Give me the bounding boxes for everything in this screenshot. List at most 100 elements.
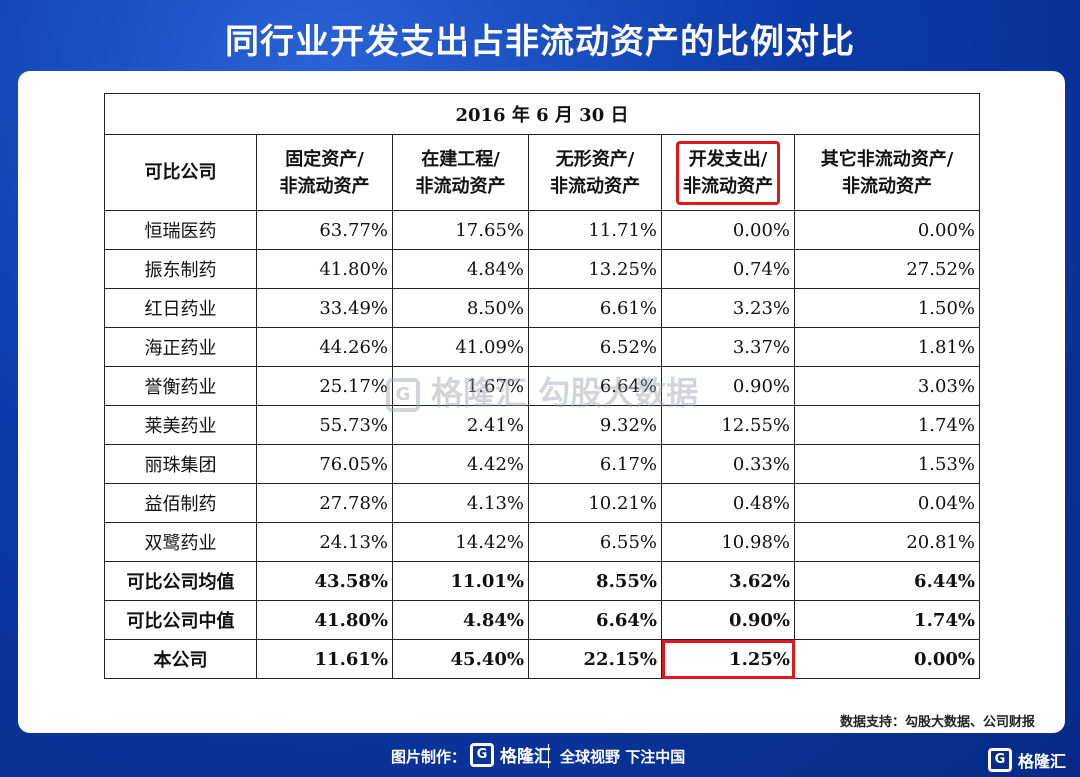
column-header: 无形资产/非流动资产 [528, 134, 662, 211]
column-header: 在建工程/非流动资产 [392, 134, 529, 211]
table-row: 红日药业 33.49% 8.50% 6.61% 3.23% 1.50% [104, 288, 980, 328]
content-card: 2016 年 6 月 30 日 可比公司 固定资产/非流动资产 在建工程/非流动资产… [18, 71, 1065, 733]
column-header-line1: 固定资产/ [285, 148, 364, 170]
ratio-cell: 3.37% [661, 327, 795, 367]
highlighted-ratio-cell: 1.25% [661, 639, 795, 679]
ratio-cell: 6.17% [528, 444, 662, 484]
ratio-cell: 6.61% [528, 288, 662, 328]
company-name-cell: 誉衡药业 [104, 366, 257, 406]
table-row: 可比公司均值 43.58% 11.01% 8.55% 3.62% 6.44% [104, 561, 980, 601]
ratio-cell: 12.55% [661, 405, 795, 445]
company-name-cell: 振东制药 [104, 249, 257, 289]
ratio-cell: 3.23% [661, 288, 795, 328]
watermark-text: 勾股大数据 [538, 374, 699, 412]
ratio-cell: 4.13% [392, 483, 529, 523]
ratio-cell: 8.50% [392, 288, 529, 328]
table-row: 益佰制药 27.78% 4.13% 10.21% 0.48% 0.04% [104, 483, 980, 523]
ratio-cell: 0.33% [661, 444, 795, 484]
ratio-cell: 6.64% [528, 366, 662, 406]
ratio-cell: 1.53% [794, 444, 980, 484]
company-name-cell: 益佰制药 [104, 483, 257, 523]
table-row: 誉衡药业 25.17% 1.67% 6.64% 0.90% 3.03% [104, 366, 980, 406]
highlight-box: 开发支出/非流动资产 [676, 140, 780, 205]
table-row: 丽珠集团 76.05% 4.42% 6.17% 0.33% 1.53% [104, 444, 980, 484]
ratio-cell: 3.62% [661, 561, 795, 601]
data-source: 数据支持：勾股大数据、公司财报 [839, 715, 1035, 730]
ratio-cell: 27.78% [256, 483, 393, 523]
company-name-cell: 双鹭药业 [104, 522, 257, 562]
ratio-cell: 11.01% [392, 561, 529, 601]
ratio-cell: 1.74% [794, 405, 980, 445]
ratio-cell: 0.00% [794, 210, 980, 250]
ratio-cell: 17.65% [392, 210, 529, 250]
ratio-cell: 8.55% [528, 561, 662, 601]
ratio-cell: 0.04% [794, 483, 980, 523]
table-row: 海正药业 44.26% 41.09% 6.52% 3.37% 1.81% [104, 327, 980, 367]
ratio-cell: 0.00% [661, 210, 795, 250]
table-row: 莱美药业 55.73% 2.41% 9.32% 12.55% 1.74% [104, 405, 980, 445]
corner-logo: G 格隆汇 [987, 748, 1066, 772]
ratio-cell: 13.25% [528, 249, 662, 289]
footer: 图片制作： G 格隆汇 全球视野 下注中国 [0, 738, 1080, 774]
ratio-cell: 20.81% [794, 522, 980, 562]
ratio-cell: 6.64% [528, 600, 662, 640]
footer-logo: G 格隆汇 [470, 742, 551, 767]
table-row: 本公司 11.61% 45.40% 22.15% 1.25% 0.00% [104, 639, 980, 679]
company-name-cell: 恒瑞医药 [104, 210, 257, 250]
corner-logo-icon: G [987, 748, 1012, 772]
column-header-line1: 无形资产/ [555, 148, 635, 170]
ratio-cell: 43.58% [256, 561, 393, 601]
column-header: 开发支出/非流动资产 [661, 134, 795, 211]
corner-logo-text: 格隆汇 [1017, 752, 1066, 771]
watermark-logo-icon: G [386, 378, 420, 412]
column-header-line2: 非流动资产 [683, 175, 773, 197]
watermark: G 格隆汇 勾股大数据 [386, 368, 698, 414]
ratio-cell: 3.03% [794, 366, 980, 406]
ratio-cell: 4.42% [392, 444, 529, 484]
ratio-cell: 27.52% [794, 249, 980, 289]
ratio-cell: 1.81% [794, 327, 980, 367]
page-title: 同行业开发支出占非流动资产的比例对比 [225, 22, 855, 62]
ratio-cell: 10.98% [661, 522, 795, 562]
column-header-line1: 可比公司 [144, 162, 217, 183]
ratio-cell: 6.55% [528, 522, 662, 562]
table-row: 双鹭药业 24.13% 14.42% 6.55% 10.98% 20.81% [104, 522, 980, 562]
company-name-cell: 可比公司均值 [104, 561, 257, 601]
ratio-cell: 25.17% [256, 366, 393, 406]
column-header-line1: 其它非流动资产/ [820, 148, 954, 170]
ratio-cell: 1.50% [794, 288, 980, 328]
ratio-cell: 0.00% [794, 639, 980, 679]
ratio-cell: 41.80% [256, 249, 393, 289]
ratio-cell: 22.15% [528, 639, 662, 679]
ratio-cell: 6.52% [528, 327, 662, 367]
company-name-cell: 可比公司中值 [104, 600, 257, 640]
company-name-cell: 丽珠集团 [104, 444, 257, 484]
ratio-cell: 45.40% [392, 639, 529, 679]
table-date: 2016 年 6 月 30 日 [104, 93, 980, 135]
company-name-cell: 本公司 [104, 639, 257, 679]
table-row: 可比公司中值 41.80% 4.84% 6.64% 0.90% 1.74% [104, 600, 980, 640]
ratio-cell: 24.13% [256, 522, 393, 562]
footer-divider [548, 744, 549, 768]
ratio-cell: 0.90% [661, 600, 795, 640]
ratio-cell: 14.42% [392, 522, 529, 562]
watermark-logo-text: 格隆汇 [431, 374, 528, 412]
brand-logo-icon: G [470, 742, 494, 767]
footer-made-by: 图片制作： [391, 748, 467, 766]
ratio-cell: 2.41% [392, 405, 529, 445]
header-row: 可比公司 固定资产/非流动资产 在建工程/非流动资产 无形资产/非流动资产 开发支出/非… [104, 134, 980, 211]
company-name-cell: 海正药业 [104, 327, 257, 367]
column-header-line2: 非流动资产 [415, 175, 506, 197]
ratio-cell: 0.48% [661, 483, 795, 523]
ratio-cell: 4.84% [392, 600, 529, 640]
table-row: 振东制药 41.80% 4.84% 13.25% 0.74% 27.52% [104, 249, 980, 289]
column-header: 可比公司 [104, 134, 257, 211]
footer-slogan: 全球视野 下注中国 [560, 748, 686, 766]
ratio-cell: 44.26% [256, 327, 393, 367]
ratio-cell: 76.05% [256, 444, 393, 484]
ratio-cell: 1.74% [794, 600, 980, 640]
company-name-cell: 莱美药业 [104, 405, 257, 445]
column-header-line1: 开发支出/ [688, 148, 768, 170]
ratio-cell: 0.74% [661, 249, 795, 289]
column-header-line2: 非流动资产 [279, 175, 370, 197]
